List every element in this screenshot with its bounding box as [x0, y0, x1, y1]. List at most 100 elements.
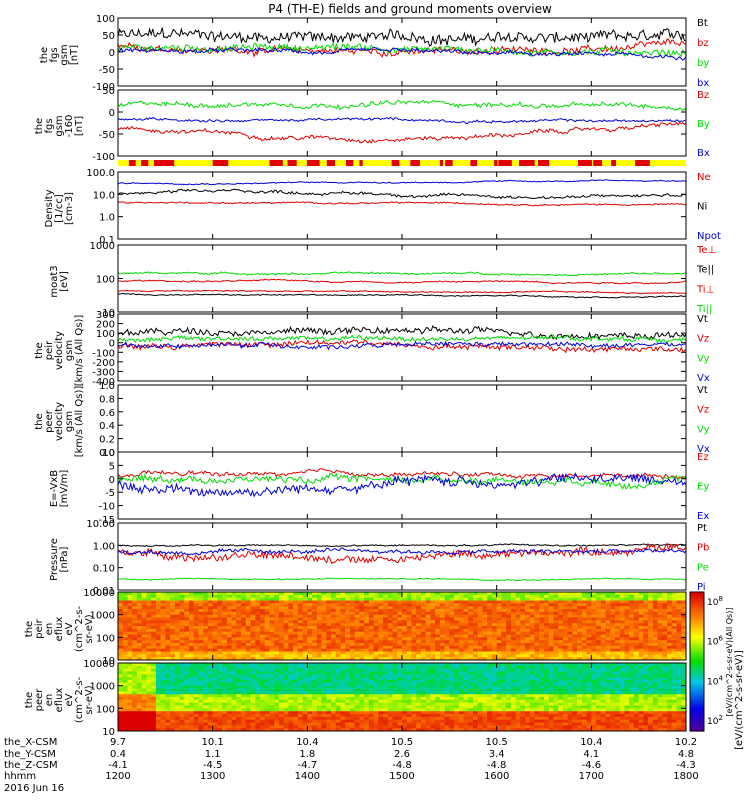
heatmap-cell [141, 640, 147, 644]
heatmap-cell [151, 680, 157, 684]
heatmap-cell [293, 657, 299, 660]
heatmap-cell [392, 671, 398, 675]
heatmap-cell [226, 671, 233, 675]
heatmap-cell [236, 682, 242, 687]
heatmap-cell [316, 714, 323, 718]
heatmap-cell [605, 637, 611, 641]
heatmap-cell [122, 637, 128, 641]
heatmap-cell [222, 668, 228, 673]
y-axis-label: velocity [54, 331, 65, 370]
heatmap-cell [586, 611, 592, 616]
heatmap-cell [307, 705, 313, 709]
heatmap-cell [207, 668, 214, 673]
heatmap-cell [662, 592, 668, 596]
heatmap-cell [250, 680, 256, 684]
heatmap-cell [283, 626, 289, 630]
heatmap-cell [605, 600, 611, 604]
heatmap-cell [676, 628, 682, 633]
heatmap-cell [406, 705, 412, 709]
heatmap-cell [373, 628, 379, 633]
heatmap-cell [340, 597, 346, 602]
heatmap-cell [312, 663, 318, 667]
heatmap-cell [378, 719, 384, 724]
heatmap-cell [345, 716, 351, 721]
heatmap-cell [207, 671, 214, 675]
heatmap-cell [477, 634, 483, 638]
heatmap-cell [572, 628, 578, 633]
heatmap-cell [155, 623, 162, 627]
heatmap-cell [378, 645, 384, 650]
heatmap-cell [307, 594, 313, 599]
heatmap-cell [217, 665, 223, 670]
heatmap-cell [151, 606, 157, 610]
heatmap-cell [179, 685, 185, 690]
heatmap-cell [132, 606, 138, 610]
heatmap-cell [151, 716, 157, 721]
heatmap-cell [383, 668, 389, 673]
heatmap-cell [373, 671, 379, 675]
heatmap-cell [544, 628, 550, 633]
heatmap-cell [454, 611, 460, 616]
heatmap-cell [624, 617, 630, 621]
heatmap-cell [439, 634, 446, 638]
heatmap-cell [217, 592, 223, 596]
heatmap-cell [501, 645, 507, 650]
heatmap-cell [288, 623, 294, 627]
heatmap-cell [349, 645, 356, 650]
heatmap-cell [397, 640, 403, 644]
heatmap-cell [463, 640, 469, 644]
heatmap-cell [146, 665, 152, 670]
heatmap-cell [496, 614, 502, 619]
heatmap-cell [122, 597, 128, 602]
heatmap-cell [572, 654, 578, 658]
y-axis-label: E=-VxB [49, 470, 60, 507]
heatmap-cell [269, 609, 275, 613]
heatmap-cell [122, 600, 128, 604]
heatmap-cell [633, 597, 640, 602]
heatmap-cell [681, 657, 686, 660]
heatmap-cell [245, 594, 252, 599]
heatmap-cell [458, 688, 465, 692]
heatmap-cell [657, 606, 663, 610]
heatmap-cell [212, 594, 218, 599]
heatmap-cell [118, 597, 124, 602]
heatmap-cell [581, 609, 588, 613]
heatmap-cell [184, 694, 190, 698]
heatmap-cell [174, 597, 181, 602]
heatmap-cell [378, 606, 384, 610]
heatmap-cell [506, 654, 512, 658]
heatmap-cell [207, 711, 214, 715]
heatmap-cell [293, 606, 299, 610]
heatmap-cell [525, 594, 531, 599]
heatmap-cell [236, 671, 242, 675]
heatmap-cell [179, 645, 185, 650]
heatmap-cell [354, 620, 360, 624]
heatmap-cell [525, 606, 531, 610]
heatmap-cell [454, 671, 460, 675]
heatmap-cell [624, 592, 630, 596]
heatmap-cell [643, 600, 649, 604]
heatmap-cell [236, 668, 242, 673]
heatmap-cell [562, 597, 569, 602]
heatmap-cell [255, 609, 261, 613]
heatmap-cell [321, 694, 327, 698]
heatmap-cell [444, 654, 450, 658]
heatmap-cell [260, 705, 266, 709]
heatmap-cell [255, 694, 261, 698]
heatmap-cell [496, 606, 502, 610]
heatmap-cell [652, 609, 659, 613]
y-axis-label: eV [64, 622, 75, 635]
heatmap-cell [203, 702, 209, 707]
heatmap-cell [439, 657, 446, 660]
heatmap-cell [387, 628, 394, 633]
heatmap-cell [596, 617, 602, 621]
heatmap-cell [189, 668, 195, 673]
heatmap-cell [118, 668, 124, 673]
heatmap-cell [160, 651, 166, 655]
heatmap-cell [170, 663, 176, 667]
heatmap-cell [349, 668, 356, 673]
heatmap-cell [368, 711, 375, 715]
heatmap-cell [141, 657, 147, 660]
heatmap-cell [189, 631, 195, 636]
heatmap-cell [359, 725, 365, 729]
